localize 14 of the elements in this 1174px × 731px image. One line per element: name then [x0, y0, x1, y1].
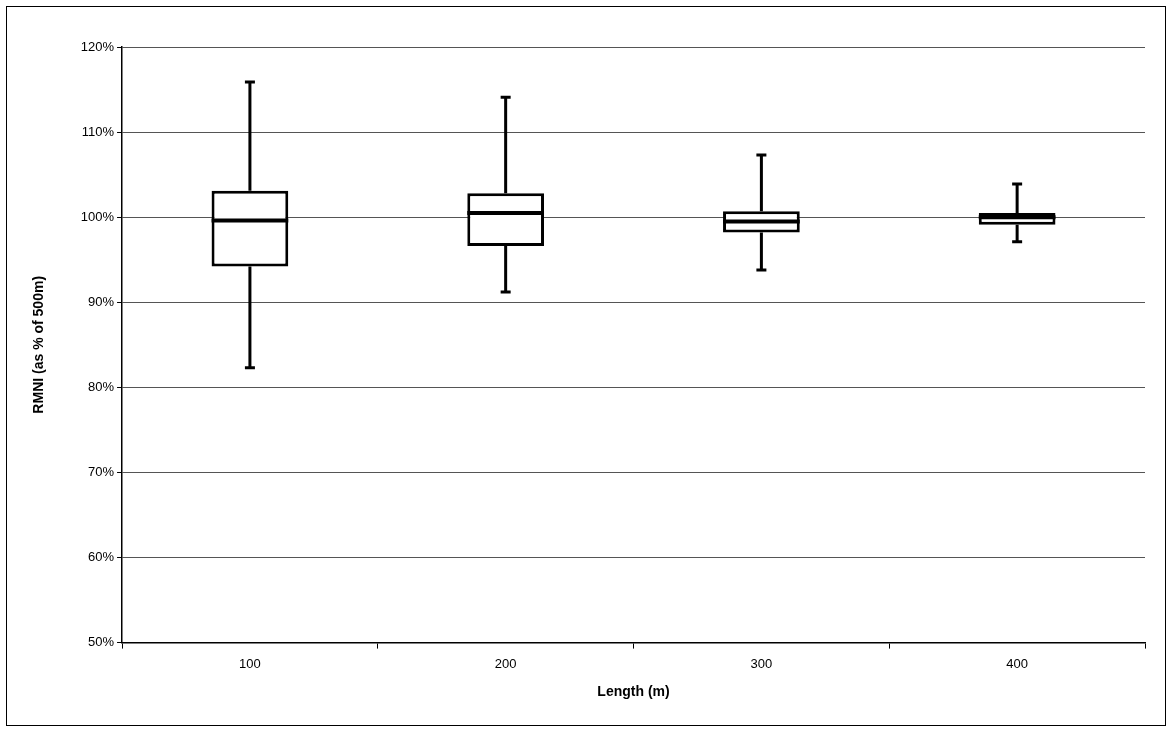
y-tick-label: 70%: [88, 464, 115, 480]
y-tick-label: 100%: [80, 208, 115, 224]
y-tick-label: 120%: [80, 38, 115, 54]
x-tick-label: 400: [1006, 655, 1028, 671]
y-tick-label: 80%: [88, 378, 115, 394]
y-tick-label: 50%: [88, 634, 115, 650]
y-axis-title: RMNI (as % of 500m): [30, 275, 47, 414]
y-tick-label: 90%: [88, 293, 115, 309]
x-axis-title: Length (m): [597, 683, 670, 700]
y-tick-label: 110%: [81, 123, 115, 139]
y-tick-label: 60%: [88, 549, 115, 565]
x-tick-label: 300: [750, 655, 773, 671]
x-tick-label: 200: [494, 655, 517, 671]
x-tick-label: 100: [239, 655, 261, 671]
